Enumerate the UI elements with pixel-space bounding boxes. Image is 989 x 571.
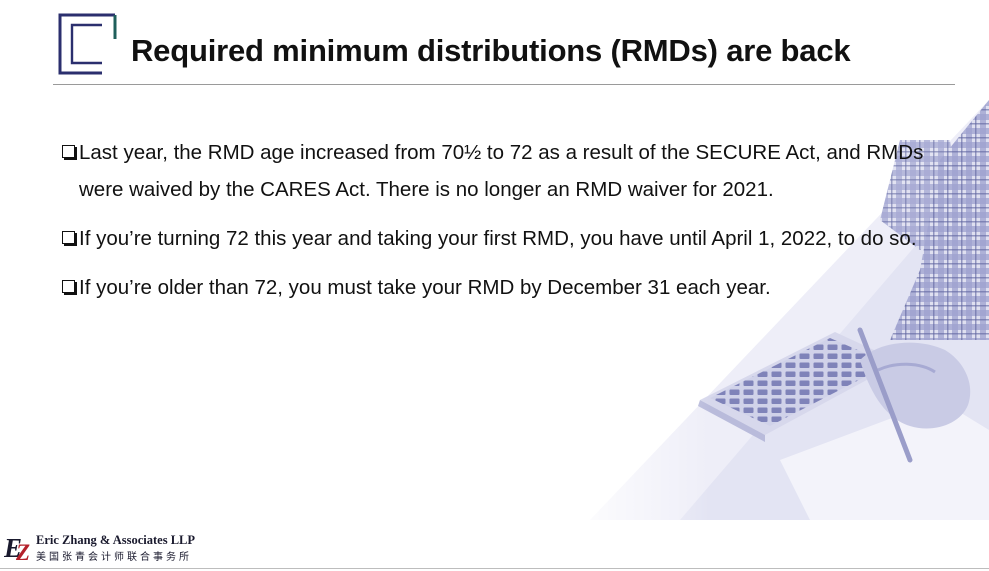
company-name-chinese: 美国张青会计师联合事务所: [36, 552, 192, 563]
checkbox-square-icon: [62, 280, 75, 293]
company-name: Eric Zhang & Associates LLP: [36, 533, 196, 547]
title-divider: [53, 84, 955, 85]
svg-text:E: E: [4, 533, 22, 563]
checkbox-square-icon: [62, 231, 75, 244]
bullet-text: Last year, the RMD age increased from 70…: [79, 141, 924, 201]
bullet-item: Last year, the RMD age increased from 70…: [60, 134, 950, 208]
bullet-list: Last year, the RMD age increased from 70…: [60, 134, 950, 318]
footer-divider: [0, 568, 989, 569]
bullet-item: If you’re turning 72 this year and takin…: [60, 220, 950, 257]
bullet-item: If you’re older than 72, you must take y…: [60, 269, 950, 306]
company-logo: E Z Eric Zhang & Associates LLP 美国张青会计师联…: [4, 531, 244, 563]
svg-text:Z: Z: [15, 540, 30, 563]
bullet-text: If you’re turning 72 this year and takin…: [79, 227, 917, 250]
bullet-text: If you’re older than 72, you must take y…: [79, 276, 771, 299]
ez-logo-icon: E Z: [4, 533, 30, 563]
slide-title: Required minimum distributions (RMDs) ar…: [131, 33, 851, 68]
bracket-logo-icon: [58, 13, 117, 75]
background-photo: [560, 100, 989, 520]
checkbox-square-icon: [62, 145, 75, 158]
